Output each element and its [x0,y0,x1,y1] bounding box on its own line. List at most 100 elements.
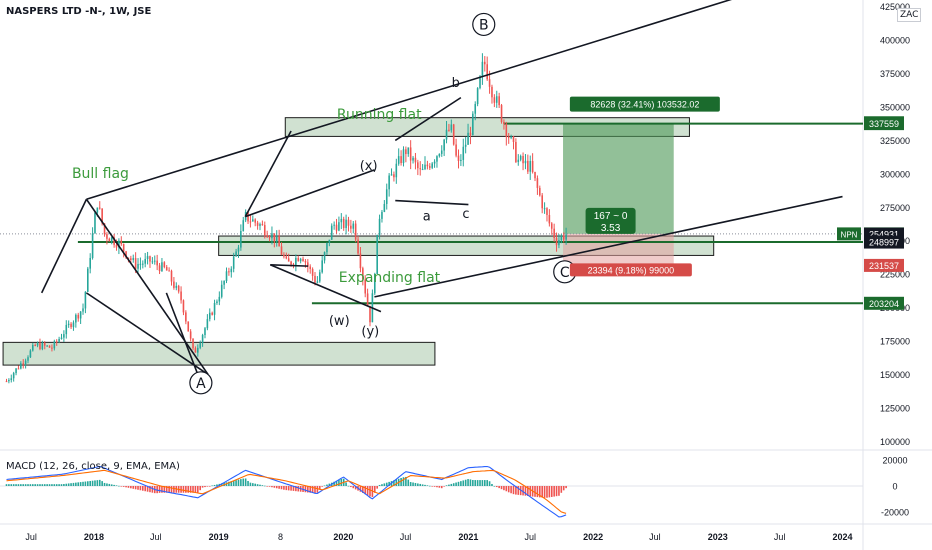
trendline [244,130,292,218]
candle-body [539,187,541,196]
candle-body [125,251,127,258]
chart-title: NASPERS LTD -N-, 1W, JSE [6,6,152,17]
candle-body [242,220,245,231]
macd-histogram-bar [340,478,343,486]
candle-body [340,218,343,223]
candle-body [225,271,228,281]
macd-histogram-bar [385,482,388,486]
candle-body [8,380,10,382]
candle-body [455,144,457,156]
candle-body [106,234,108,239]
macd-histogram-bar [543,486,546,498]
candle-body [153,260,156,262]
macd-histogram-bar [448,484,450,486]
candle-body [266,235,268,238]
price-tick-label: 175000 [880,337,910,347]
macd-histogram-bar [87,481,89,486]
macd-histogram-bar [472,479,474,486]
candle-body [472,113,474,135]
candle-body [419,168,422,170]
candle-body [388,175,390,190]
candle-body [275,236,278,242]
candle-body [122,244,125,252]
price-axis-tag [864,258,904,272]
macd-histogram-bar [565,486,567,489]
candle-body [252,219,254,222]
macd-histogram-bar [500,486,503,490]
candle-body [197,347,199,353]
position-qty-label: 167 ~ 0 [594,211,628,222]
macd-histogram-bar [469,479,472,486]
candle-body [17,368,20,370]
candle-body [364,279,367,294]
candle-body [421,169,424,171]
candle-body [232,256,235,269]
macd-histogram-bar [383,483,386,486]
candle-body [424,164,426,170]
macd-histogram-bar [515,486,517,495]
candle-body [137,263,139,269]
trendline [165,292,199,375]
macd-histogram-bar [201,486,204,488]
macd-histogram-bar [130,486,132,489]
candle-body [161,262,163,272]
candle-body [541,195,543,209]
candle-body [519,156,522,160]
macd-histogram-bar [555,486,558,497]
macd-histogram-bar [366,486,369,496]
candle-body [27,357,29,361]
macd-histogram-bar [424,484,426,486]
macd-histogram-bar [228,481,230,486]
candle-body [498,96,500,106]
trendline [85,292,209,376]
macd-histogram-bar [244,478,247,486]
scale-badge[interactable]: ZAC [897,8,922,22]
macd-histogram-bar [79,482,82,486]
trendline [394,96,462,142]
macd-histogram-bar [98,479,101,486]
time-tick-label: 2018 [84,532,104,542]
macd-histogram-bar [29,484,32,486]
candle-body [280,246,283,255]
candle-body [70,323,72,328]
candle-body [46,345,48,347]
candle-body [299,258,302,262]
candle-body [553,228,555,239]
macd-histogram-bar [27,484,29,486]
macd-histogram-bar [151,486,154,493]
candle-body [452,124,455,145]
candle-body [560,235,563,241]
candle-body [170,270,173,282]
macd-histogram-bar [395,479,398,486]
candle-body [101,208,103,224]
macd-histogram-bar [185,486,187,493]
candle-body [558,240,560,246]
macd-histogram-bar [24,484,27,486]
candle-body [216,301,218,304]
macd-histogram-bar [235,480,237,486]
candle-body [555,238,558,246]
candle-body [400,156,402,164]
macd-histogram-bar [481,480,484,486]
candle-body [483,61,486,65]
candle-body [75,314,77,323]
price-axis-tag [864,296,904,310]
candle-body [295,257,297,265]
wave-label: B [479,17,489,33]
macd-histogram-bar [304,486,307,493]
support-zone [2,341,436,366]
candle-body [510,136,512,138]
macd-histogram-bar [524,486,527,496]
candle-body [426,164,429,167]
macd-histogram-bar [89,480,91,486]
candle-body [201,335,204,344]
macd-histogram-bar [541,486,543,498]
candle-body [29,350,32,358]
candle-body [108,238,111,242]
price-axis-tag [864,235,904,249]
macd-histogram-bar [149,486,151,493]
macd-histogram-bar [307,486,309,493]
macd-histogram-bar [318,486,321,490]
candle-body [369,305,371,323]
